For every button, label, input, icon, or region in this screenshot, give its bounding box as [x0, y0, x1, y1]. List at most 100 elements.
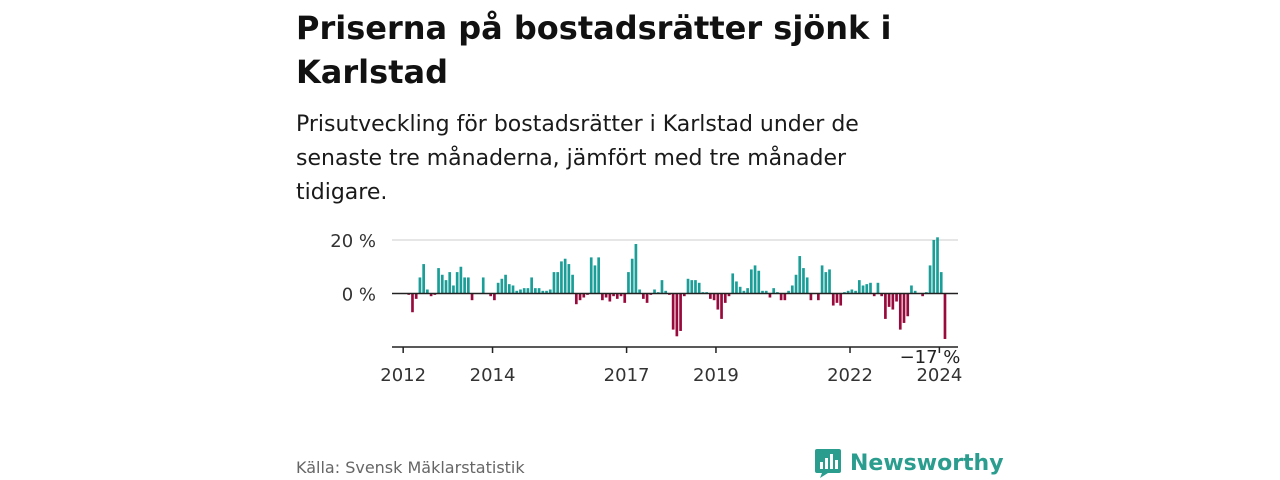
- bar: [534, 288, 537, 294]
- bar: [865, 284, 869, 294]
- bar: [750, 269, 753, 294]
- bar: [798, 256, 802, 294]
- bar: [548, 289, 552, 294]
- bar: [429, 293, 433, 297]
- bar: [735, 281, 738, 294]
- bar: [418, 277, 422, 294]
- x-tick-label: 2024: [916, 365, 962, 386]
- bar: [764, 290, 768, 294]
- bar: [459, 266, 463, 294]
- bar: [541, 290, 545, 294]
- bar: [861, 285, 865, 294]
- bar: [645, 293, 649, 303]
- bar: [530, 277, 533, 294]
- newsworthy-logo-icon: [815, 449, 841, 478]
- bar: [913, 290, 917, 294]
- bar: [928, 265, 932, 294]
- brand-name: Newsworthy: [850, 450, 1004, 476]
- bar: [556, 272, 560, 294]
- bar: [831, 293, 835, 306]
- bar: [634, 244, 638, 294]
- bar: [939, 272, 943, 294]
- bar: [504, 274, 507, 294]
- bar: [902, 293, 906, 323]
- bar: [489, 293, 493, 297]
- bar: [805, 277, 809, 294]
- bar: [623, 293, 627, 303]
- bar: [437, 268, 440, 294]
- bar: [463, 277, 466, 294]
- x-tick-label: 2019: [693, 365, 739, 386]
- bar: [783, 293, 787, 301]
- bar: [519, 289, 522, 294]
- bar: [467, 277, 470, 294]
- bar: [481, 277, 485, 294]
- bar: [768, 293, 772, 298]
- bar: [664, 290, 668, 294]
- bar: [820, 265, 824, 294]
- chart-subtitle: Prisutveckling för bostadsrätter i Karls…: [296, 112, 859, 205]
- last-value-label: −17 %: [900, 347, 961, 368]
- bar: [574, 293, 578, 305]
- bar: [601, 293, 604, 301]
- bar: [709, 293, 712, 299]
- bar: [440, 274, 444, 294]
- bar: [727, 293, 731, 297]
- bar: [921, 293, 924, 297]
- bar: [515, 290, 519, 294]
- bar: [627, 272, 630, 294]
- bar: [426, 289, 429, 294]
- bar: [545, 290, 548, 294]
- bar: [809, 293, 813, 301]
- bar: [857, 280, 861, 294]
- bar: [772, 288, 776, 294]
- bar: [898, 293, 902, 330]
- bar: [675, 293, 679, 337]
- bar: [746, 288, 749, 294]
- bar: [511, 285, 515, 294]
- bar: [694, 280, 697, 294]
- bar: [567, 264, 571, 294]
- source-note: Källa: Svensk Mäklarstatistik: [296, 458, 525, 477]
- bar: [720, 293, 723, 319]
- bar: [452, 285, 455, 294]
- bar: [414, 293, 418, 299]
- bar: [906, 293, 910, 317]
- bar: [731, 273, 735, 294]
- bar: [522, 288, 526, 294]
- bar: [761, 290, 764, 294]
- bar: [500, 278, 504, 294]
- bar: [653, 289, 656, 294]
- bar: [679, 293, 682, 331]
- bar: [846, 290, 850, 294]
- bar: [496, 282, 500, 294]
- bar: [854, 290, 857, 294]
- bar: [697, 282, 701, 294]
- bar: [448, 272, 452, 294]
- bar: [936, 237, 939, 294]
- bar: [891, 293, 895, 310]
- bar: [850, 289, 854, 294]
- bar: [757, 270, 761, 294]
- bar: [802, 268, 805, 294]
- bar: [642, 293, 645, 299]
- x-tick-label: 2014: [470, 365, 516, 386]
- bar: [615, 293, 619, 299]
- y-tick-label: 20 %: [330, 231, 376, 252]
- brand-logo[interactable]: Newsworthy: [814, 446, 1004, 480]
- bar: [589, 257, 593, 294]
- bar: [630, 258, 634, 294]
- bar: [537, 288, 541, 294]
- bar: [612, 293, 615, 297]
- bar: [493, 293, 496, 301]
- bar: [723, 293, 727, 303]
- x-tick-label: 2022: [827, 365, 873, 386]
- x-tick-label: 2012: [380, 365, 426, 386]
- bar: [597, 257, 600, 294]
- bar: [571, 274, 574, 294]
- bar: [790, 285, 794, 294]
- bar: [444, 280, 448, 294]
- bar: [753, 265, 757, 294]
- bar: [828, 269, 831, 294]
- bar: [638, 289, 641, 294]
